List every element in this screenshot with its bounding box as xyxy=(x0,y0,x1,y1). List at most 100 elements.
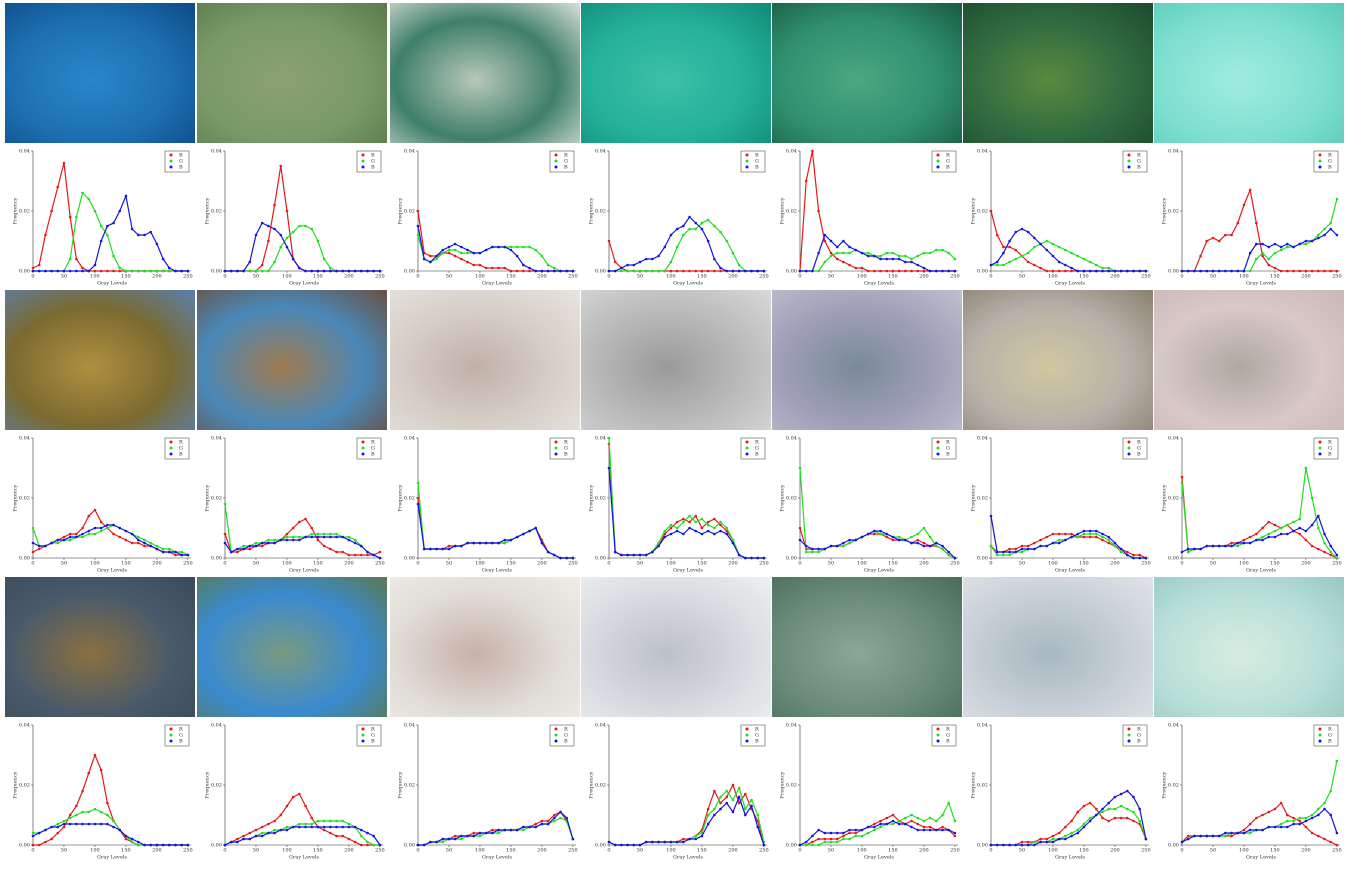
data-point xyxy=(996,264,999,267)
data-point xyxy=(180,270,183,273)
data-point xyxy=(941,814,944,817)
data-point xyxy=(261,832,264,835)
legend-swatch xyxy=(362,453,365,456)
data-point xyxy=(1298,823,1301,826)
data-point xyxy=(842,832,845,835)
data-point xyxy=(298,225,301,228)
data-point xyxy=(118,829,121,832)
x-tick-label: 100 xyxy=(857,561,867,567)
x-tick-label: 200 xyxy=(537,848,547,854)
data-point xyxy=(645,270,648,273)
data-point xyxy=(707,808,710,811)
data-point xyxy=(836,252,839,255)
data-point xyxy=(854,835,857,838)
data-point xyxy=(1021,545,1024,548)
x-tick-label: 200 xyxy=(1301,848,1311,854)
data-point xyxy=(1064,533,1067,536)
data-point xyxy=(1292,270,1295,273)
data-point xyxy=(118,536,121,539)
data-point xyxy=(118,267,121,270)
data-point xyxy=(1317,808,1320,811)
data-point xyxy=(100,240,103,243)
data-point xyxy=(1286,533,1289,536)
series-line xyxy=(1182,229,1337,271)
data-point xyxy=(360,554,363,557)
x-tick-label: 50 xyxy=(253,561,259,567)
data-point xyxy=(1298,527,1301,530)
data-point xyxy=(1120,548,1123,551)
data-point xyxy=(713,790,716,793)
legend-swatch xyxy=(746,441,749,444)
x-tick-label: 100 xyxy=(1239,561,1249,567)
data-point xyxy=(69,258,72,261)
data-point xyxy=(682,841,685,844)
data-point xyxy=(873,826,876,829)
data-point xyxy=(44,234,47,237)
data-point xyxy=(448,249,451,252)
data-point xyxy=(112,826,115,829)
data-point xyxy=(904,270,907,273)
data-point xyxy=(1329,545,1332,548)
series-line xyxy=(1182,516,1337,555)
data-point xyxy=(304,805,307,808)
data-point xyxy=(817,551,820,554)
data-point xyxy=(448,246,451,249)
data-point xyxy=(81,267,84,270)
x-tick-label: 200 xyxy=(152,274,162,280)
data-point xyxy=(100,527,103,530)
data-point xyxy=(1286,814,1289,817)
data-point xyxy=(713,533,716,536)
data-point xyxy=(267,270,270,273)
data-point xyxy=(1064,826,1067,829)
legend-swatch xyxy=(170,447,173,450)
data-point xyxy=(466,261,469,264)
data-point xyxy=(286,539,289,542)
data-point xyxy=(541,255,544,258)
legend-label: B xyxy=(946,452,950,458)
data-point xyxy=(645,841,648,844)
data-point xyxy=(1274,536,1277,539)
y-tick-label: 0.02 xyxy=(1168,209,1179,215)
legend-swatch xyxy=(746,728,749,731)
data-point xyxy=(466,249,469,252)
y-tick-label: 0.00 xyxy=(404,269,415,275)
data-point xyxy=(725,533,728,536)
x-tick-label: 250 xyxy=(759,848,769,854)
data-point xyxy=(1261,829,1264,832)
data-point xyxy=(559,270,562,273)
data-point xyxy=(255,835,258,838)
data-point xyxy=(1070,536,1073,539)
data-point xyxy=(1064,838,1067,841)
data-point xyxy=(454,255,457,258)
data-point xyxy=(1008,844,1011,847)
data-point xyxy=(460,835,463,838)
data-point xyxy=(81,790,84,793)
data-point xyxy=(75,823,78,826)
y-tick-label: 0.02 xyxy=(786,209,797,215)
data-point xyxy=(279,234,282,237)
y-tick-label: 0.02 xyxy=(211,783,222,789)
data-point xyxy=(1089,536,1092,539)
data-point xyxy=(663,536,666,539)
data-point xyxy=(335,820,338,823)
y-tick-label: 0.04 xyxy=(786,723,797,729)
data-point xyxy=(460,838,463,841)
legend-swatch xyxy=(1128,734,1131,737)
data-point xyxy=(94,527,97,530)
data-point xyxy=(497,542,500,545)
data-point xyxy=(694,838,697,841)
data-point xyxy=(885,270,888,273)
data-point xyxy=(1076,536,1079,539)
legend-swatch xyxy=(555,453,558,456)
data-point xyxy=(941,249,944,252)
data-point xyxy=(1298,243,1301,246)
y-tick-label: 0.02 xyxy=(786,783,797,789)
data-point xyxy=(485,832,488,835)
data-point xyxy=(69,536,72,539)
data-point xyxy=(1286,270,1289,273)
data-point xyxy=(1138,554,1141,557)
series-line xyxy=(418,483,573,558)
data-point xyxy=(1249,829,1252,832)
data-point xyxy=(56,270,59,273)
legend-swatch xyxy=(170,160,173,163)
